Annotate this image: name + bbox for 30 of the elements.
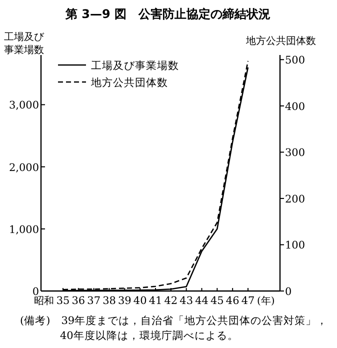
x-tick-label: 40 [133,295,147,307]
x-tick-label: 44 [195,295,209,307]
legend-label: 地方公共団体数 [90,76,168,89]
y2-tick-label: 400 [285,100,306,113]
y2-tick-label: 100 [285,240,306,252]
y2-tick-label: 500 [285,54,306,67]
x-tick-label: 37 [87,295,101,307]
x-tick-label: 39 [118,295,132,307]
x-tick-label: 46 [226,295,240,307]
y-tick-label: 1,000 [8,224,39,236]
x-tick-label: 35 [56,295,70,307]
legend-label: 工場及び事業場数 [91,59,179,72]
x-tick-label: 36 [72,295,86,307]
x-tick-label: 45 [210,295,224,307]
x-tick-label: 47 [241,295,255,307]
text: 昭和 [34,295,54,307]
y-axis-title: 工場及び事業場数 [4,31,45,56]
x-tick-label: 43 [180,295,194,307]
y-tick-label: 3,000 [8,100,39,112]
y2-tick-label: 200 [285,193,306,206]
x-axis-title: (年) [257,295,275,307]
y2-tick-label: 0 [285,286,292,298]
x-tick-label: 41 [148,295,162,307]
x-tick-label: 38 [102,295,116,307]
text: (備考) 39年度までは，自治省「地方公共団体の公害対策」，40年度以降は，環境庁調べによる。 [20,314,329,344]
title: 第 3—9 図 公害防止協定の締結状況 [65,7,271,21]
y2-tick-label: 300 [285,147,306,160]
y2-axis-title: 地方公共団体数 [245,35,316,47]
y-tick-label: 2,000 [8,162,39,174]
x-tick-label: 42 [164,295,178,307]
